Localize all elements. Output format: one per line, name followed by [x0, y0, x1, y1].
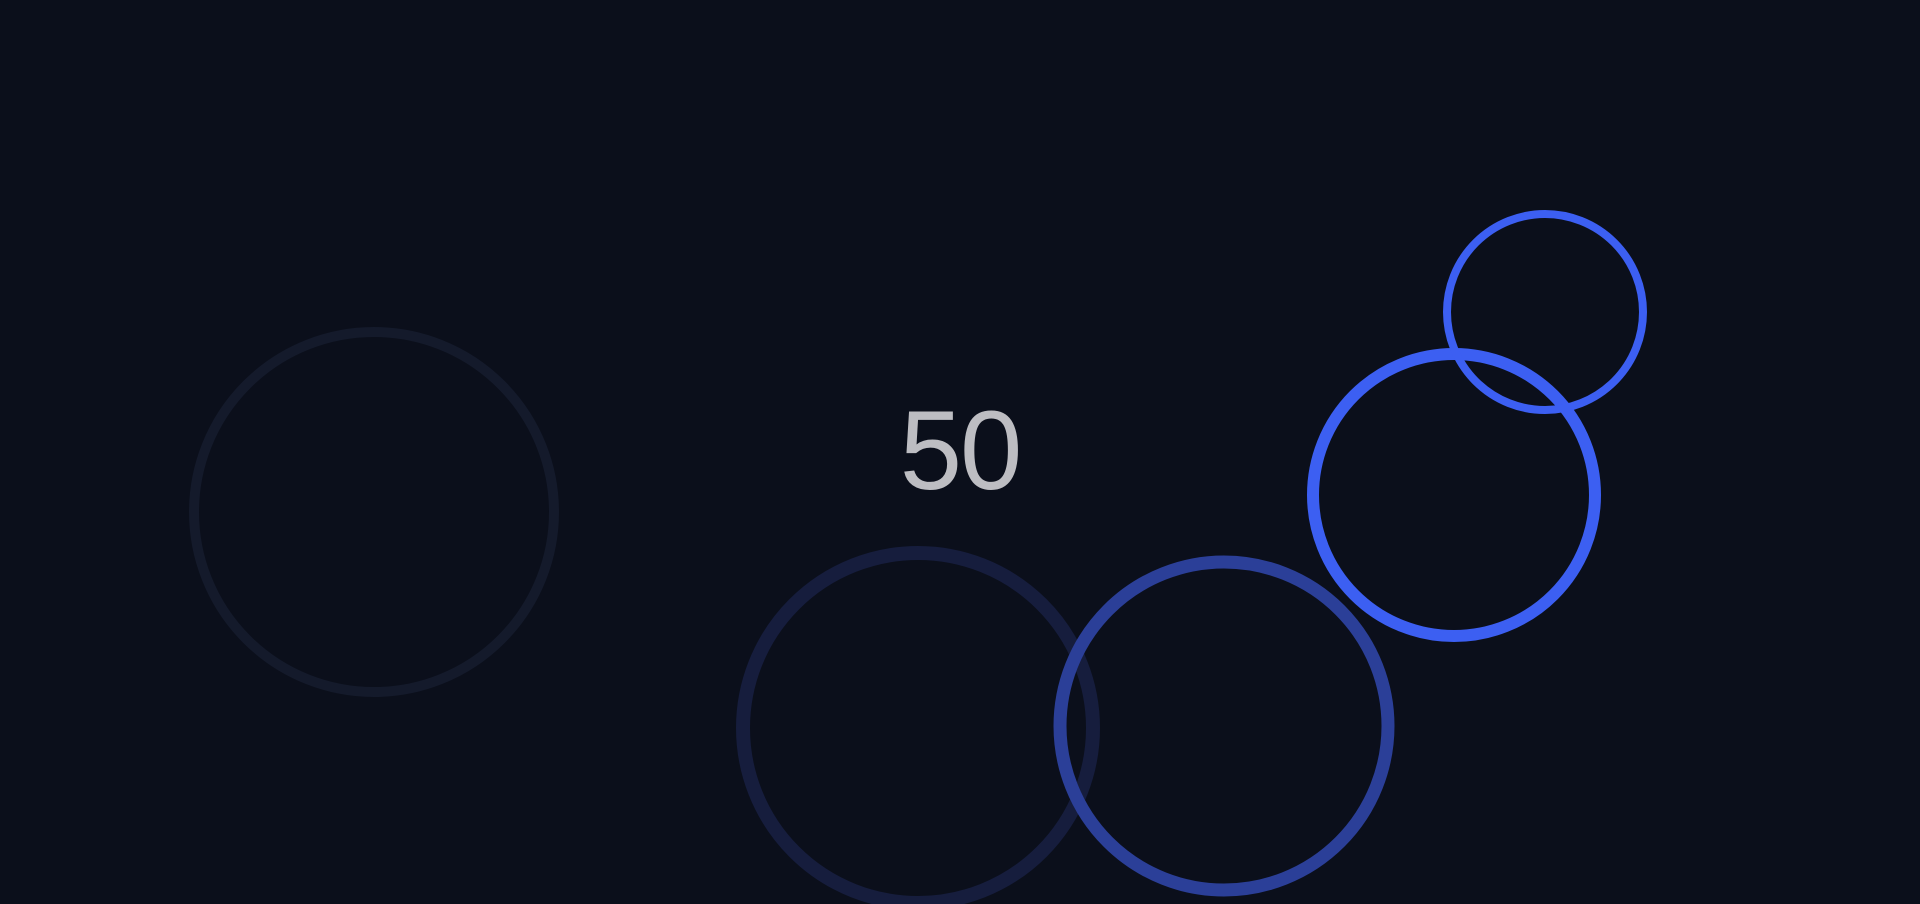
ring-mid-center[interactable]	[1053, 555, 1395, 897]
ring-bright-small[interactable]	[1443, 210, 1647, 414]
ring-dim-center[interactable]	[736, 546, 1100, 904]
ring-faint-left[interactable]	[189, 327, 559, 697]
score-counter: 50	[899, 388, 1023, 513]
ring-bright-right[interactable]	[1307, 348, 1601, 642]
